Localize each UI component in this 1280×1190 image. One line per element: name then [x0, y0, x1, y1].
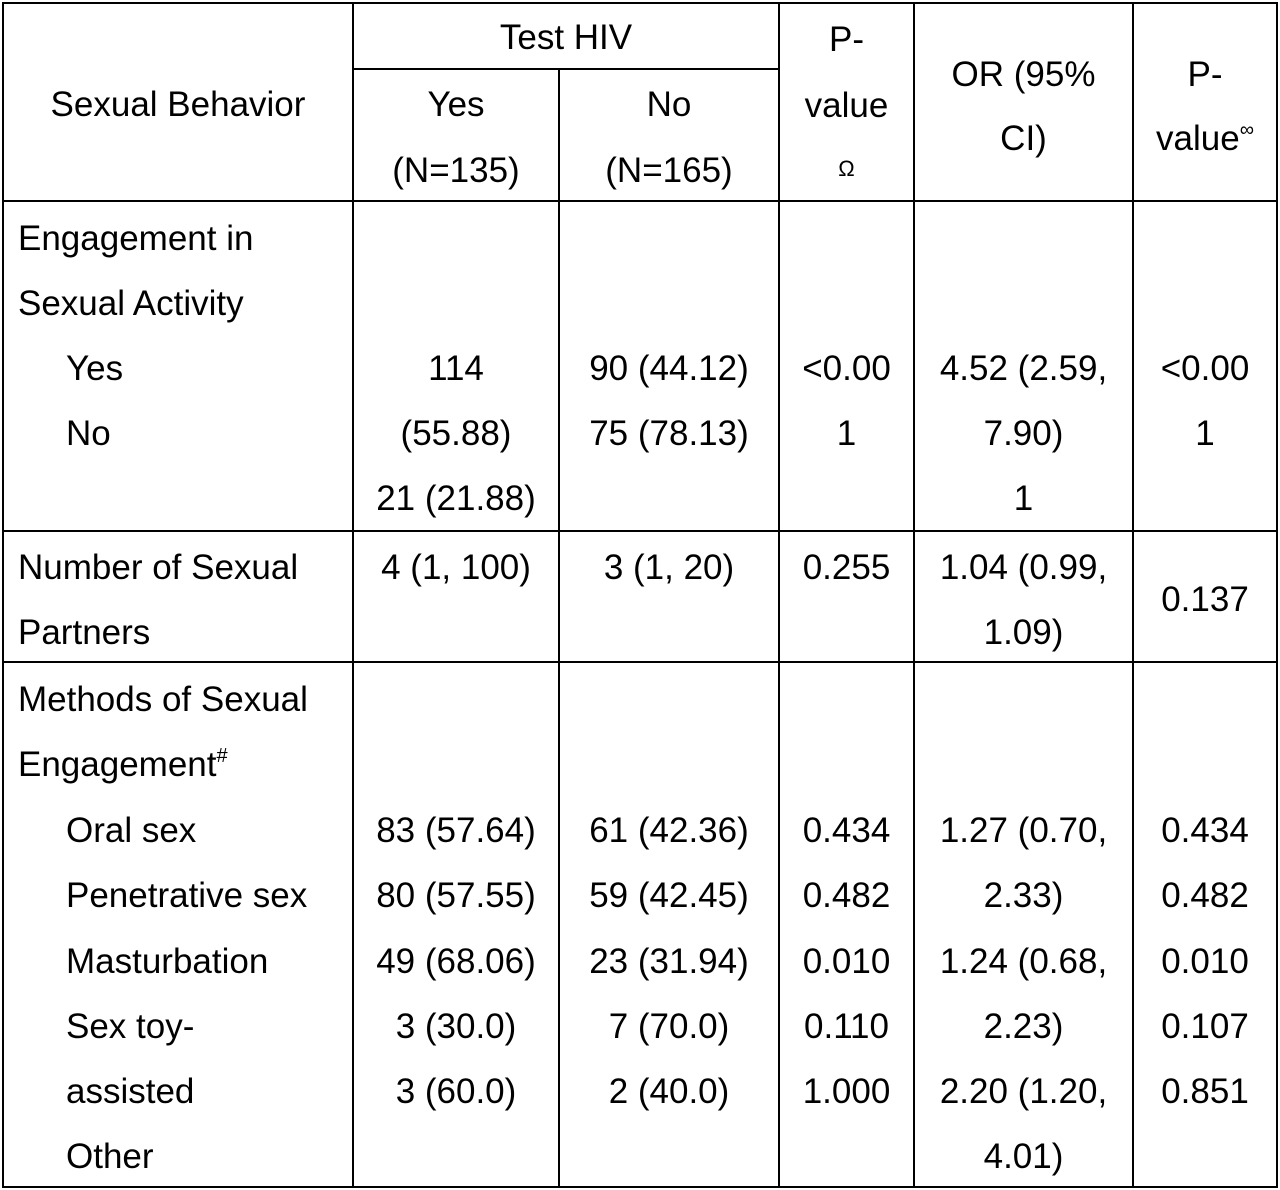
partners-title-line2: Partners: [18, 613, 151, 652]
methods-no-4: 7 (70.0): [608, 1007, 730, 1046]
methods-label-masturbation: Masturbation: [66, 942, 269, 981]
engagement-yes-2: (55.88): [400, 414, 512, 453]
methods-p1-1: 0.434: [802, 811, 891, 850]
methods-p1-5: 1.000: [802, 1072, 891, 1111]
engagement-title-line2: Sexual Activity: [18, 284, 244, 323]
header-test-hiv: Test HIV: [499, 18, 633, 57]
methods-no-3: 23 (31.94): [589, 942, 749, 981]
col-divider-1: [352, 2, 354, 1188]
methods-p2-2: 0.482: [1161, 876, 1249, 915]
methods-yes-4: 3 (30.0): [395, 1007, 517, 1046]
partners-no: 3 (1, 20): [603, 548, 735, 587]
header-pvalue-2-line2: value∞: [1134, 106, 1276, 172]
table-border-right: [1276, 2, 1278, 1188]
engagement-yes-3: 21 (21.88): [376, 479, 536, 518]
col-divider-3: [778, 2, 780, 1188]
methods-p2-5: 0.851: [1161, 1072, 1249, 1111]
header-pvalue-1-mark: Ω: [838, 156, 855, 181]
header-pvalue-1-line1: P-: [829, 20, 864, 59]
engagement-p2-1: <0.00: [1160, 349, 1250, 388]
methods-yes-1: 83 (57.64): [376, 811, 536, 850]
engagement-row-yes: Yes: [66, 349, 124, 388]
engagement-yes-1: 114: [428, 349, 484, 388]
methods-or-4: 2.23): [983, 1007, 1064, 1046]
header-no-n: (N=165): [605, 151, 733, 190]
partners-or-2: 1.09): [983, 613, 1064, 652]
methods-p2-4: 0.107: [1161, 1007, 1249, 1046]
engagement-no-2: 75 (78.13): [589, 414, 749, 453]
header-bottom-border: [2, 200, 1278, 202]
col-divider-2: [558, 68, 560, 1188]
header-pvalue-1-line2: value: [804, 86, 889, 125]
methods-p2-1: 0.434: [1161, 811, 1249, 850]
methods-title-line1: Methods of Sexual: [18, 680, 308, 719]
header-no: No: [646, 85, 692, 124]
header-pvalue-2-text: value: [1156, 119, 1240, 158]
engagement-or-1: 4.52 (2.59,: [939, 349, 1108, 388]
partners-title-line1: Number of Sexual: [18, 548, 299, 587]
test-hiv-underline: [352, 68, 778, 70]
methods-p1-4: 0.110: [804, 1007, 889, 1046]
partners-bottom-border: [2, 661, 1278, 663]
col-divider-4: [913, 2, 915, 1188]
methods-label-sex-toy-2: assisted: [66, 1072, 195, 1111]
methods-title-line2: Engagement#: [18, 732, 228, 798]
header-sexual-behavior: Sexual Behavior: [50, 85, 306, 124]
methods-or-5: 2.20 (1.20,: [939, 1072, 1108, 1111]
methods-yes-3: 49 (68.06): [376, 942, 536, 981]
table-border-top: [2, 2, 1278, 4]
methods-or-1: 1.27 (0.70,: [939, 811, 1108, 850]
partners-yes: 4 (1, 100): [381, 548, 531, 587]
header-yes-n: (N=135): [392, 151, 520, 190]
methods-p1-2: 0.482: [802, 876, 891, 915]
header-pvalue-2-mark: ∞: [1239, 119, 1254, 141]
methods-no-5: 2 (40.0): [608, 1072, 730, 1111]
engagement-bottom-border: [2, 530, 1278, 532]
methods-yes-5: 3 (60.0): [395, 1072, 517, 1111]
engagement-or-2: 7.90): [983, 414, 1064, 453]
partners-p1: 0.255: [802, 548, 891, 587]
methods-label-other: Other: [66, 1137, 154, 1176]
col-divider-5: [1132, 2, 1134, 1188]
methods-or-6: 4.01): [983, 1137, 1064, 1176]
methods-or-3: 1.24 (0.68,: [939, 942, 1108, 981]
engagement-p1-2: 1: [836, 414, 857, 453]
engagement-or-3: 1: [1013, 479, 1034, 518]
table-border-left: [2, 2, 4, 1188]
methods-no-2: 59 (42.45): [589, 876, 749, 915]
methods-or-2: 2.33): [983, 876, 1064, 915]
methods-title-mark: #: [216, 745, 228, 767]
header-or-line2: CI): [1000, 119, 1047, 158]
header-yes: Yes: [427, 85, 485, 124]
header-pvalue-2-line1: P-: [1187, 55, 1223, 94]
engagement-no-1: 90 (44.12): [589, 349, 749, 388]
methods-no-1: 61 (42.36): [589, 811, 749, 850]
engagement-p1-1: <0.00: [802, 349, 891, 388]
engagement-p2-2: 1: [1195, 414, 1215, 453]
methods-label-penetrative-sex: Penetrative sex: [66, 876, 308, 915]
methods-p1-3: 0.010: [802, 942, 891, 981]
methods-p2-3: 0.010: [1161, 942, 1249, 981]
table-border-bottom: [2, 1186, 1278, 1188]
engagement-row-no: No: [66, 414, 111, 453]
partners-or-1: 1.04 (0.99,: [939, 548, 1108, 587]
header-or-line1: OR (95%: [951, 55, 1096, 94]
methods-title-text: Engagement: [18, 745, 217, 784]
methods-label-oral-sex: Oral sex: [66, 811, 197, 850]
methods-yes-2: 80 (57.55): [376, 876, 536, 915]
engagement-title-line1: Engagement in: [18, 219, 254, 258]
partners-p2: 0.137: [1161, 580, 1249, 619]
methods-label-sex-toy-1: Sex toy-: [66, 1007, 195, 1046]
